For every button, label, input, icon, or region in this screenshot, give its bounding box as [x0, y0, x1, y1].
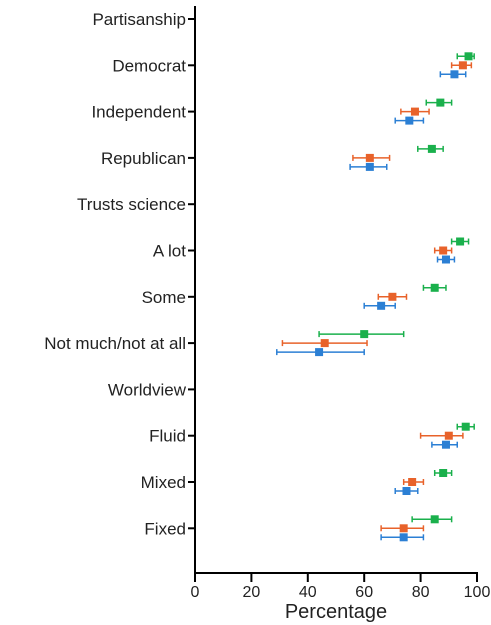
category-label: Not much/not at all: [44, 334, 186, 353]
data-point: [436, 98, 445, 107]
x-axis-title: Percentage: [285, 601, 387, 623]
data-point: [402, 487, 411, 495]
x-tick-label: 40: [299, 584, 317, 601]
data-point: [388, 292, 397, 301]
data-point: [458, 61, 467, 70]
data-point: [456, 237, 465, 246]
data-point: [430, 515, 439, 524]
x-tick-label: 0: [191, 584, 200, 601]
category-label: Trusts science: [77, 195, 186, 214]
category-label: Democrat: [112, 56, 186, 75]
data-point: [360, 330, 369, 339]
category-label: Independent: [91, 103, 186, 122]
data-point: [399, 524, 408, 533]
data-point: [441, 255, 450, 264]
data-point: [430, 283, 439, 292]
category-label: Fluid: [149, 427, 186, 446]
data-point: [439, 469, 448, 477]
category-label: Partisanship: [92, 10, 186, 29]
x-tick-label: 100: [464, 584, 491, 601]
data-point: [320, 339, 329, 348]
data-point: [377, 301, 386, 310]
data-point: [405, 116, 414, 125]
data-point: [461, 422, 470, 431]
data-point: [410, 107, 419, 116]
data-point: [365, 162, 374, 171]
category-label: Fixed: [144, 519, 186, 538]
data-point: [399, 533, 408, 542]
data-point: [464, 52, 473, 61]
data-point: [315, 348, 324, 357]
data-point: [441, 440, 450, 449]
data-point: [365, 153, 374, 162]
x-tick-label: 60: [355, 584, 373, 601]
x-tick-label: 20: [243, 584, 261, 601]
category-label: Some: [142, 288, 186, 307]
data-point: [444, 431, 453, 440]
data-point: [450, 70, 459, 79]
category-label: Mixed: [141, 473, 186, 492]
plot-area: 0 20 40 60 80 100 Partisanship Democrat Independ…: [44, 6, 490, 601]
category-label: Republican: [101, 149, 186, 168]
category-label: A lot: [153, 242, 186, 261]
x-tick-label: 80: [412, 584, 430, 601]
category-label: Worldview: [108, 380, 187, 399]
data-point: [408, 478, 417, 486]
data-point: [427, 144, 436, 153]
data-point: [439, 246, 448, 255]
